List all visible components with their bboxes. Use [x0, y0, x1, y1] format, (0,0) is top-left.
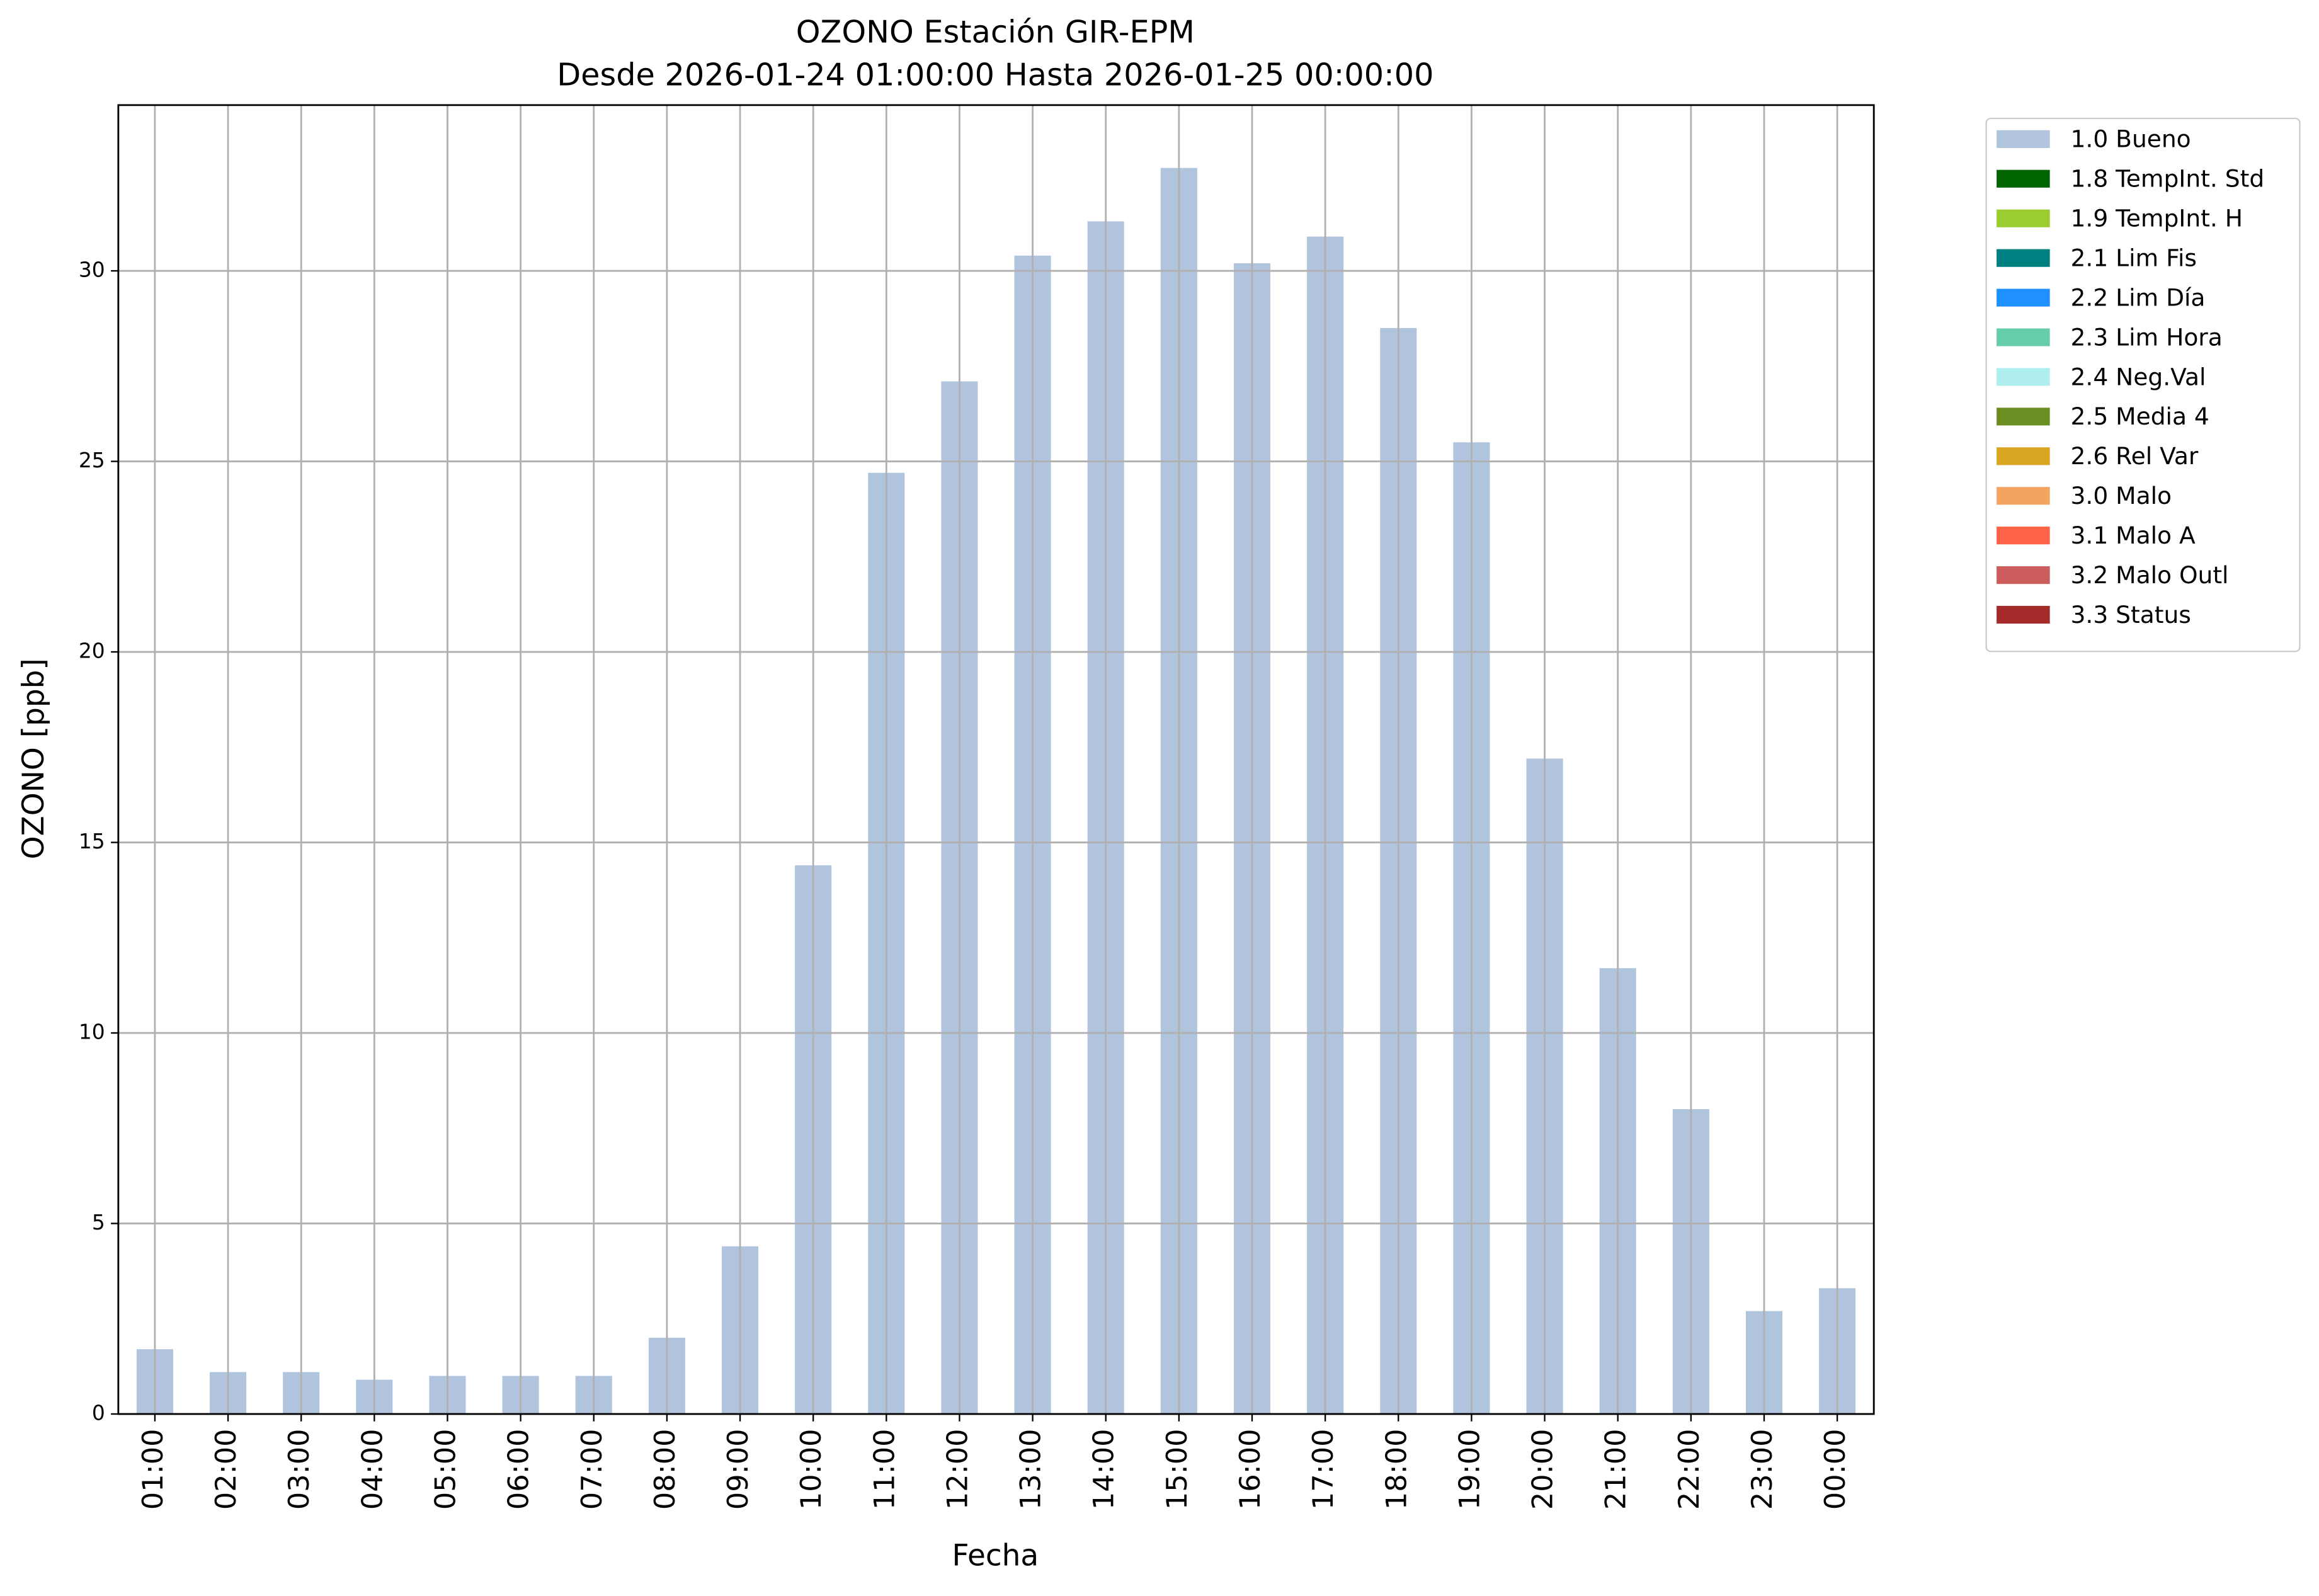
x-tick-label: 14:00	[1088, 1429, 1120, 1510]
legend-label: 1.9 TempInt. H	[2071, 205, 2243, 232]
legend-label: 2.4 Neg.Val	[2071, 363, 2206, 390]
chart-title: OZONO Estación GIR-EPM	[796, 14, 1195, 50]
legend-swatch	[1997, 249, 2050, 267]
x-tick-label: 10:00	[795, 1429, 828, 1510]
y-tick-label: 25	[79, 448, 105, 472]
y-axis-label: OZONO [ppb]	[16, 658, 51, 859]
legend-label: 3.0 Malo	[2071, 482, 2172, 510]
x-tick-label: 22:00	[1673, 1429, 1706, 1510]
x-tick-label: 07:00	[576, 1429, 608, 1510]
legend-label: 3.2 Malo Outl	[2071, 561, 2229, 589]
y-tick-label: 30	[79, 258, 105, 282]
x-tick-label: 18:00	[1380, 1429, 1413, 1510]
x-tick-label: 00:00	[1819, 1429, 1852, 1510]
x-tick-label: 08:00	[649, 1429, 681, 1510]
x-tick-label: 12:00	[941, 1429, 974, 1510]
legend-swatch	[1997, 566, 2050, 584]
legend-label: 2.2 Lim Día	[2071, 283, 2206, 311]
x-tick-label: 03:00	[283, 1429, 316, 1510]
x-tick-label: 21:00	[1600, 1429, 1632, 1510]
legend-label: 3.1 Malo A	[2071, 522, 2196, 549]
x-tick-label: 23:00	[1746, 1429, 1779, 1510]
legend-label: 2.3 Lim Hora	[2071, 323, 2223, 351]
y-tick-label: 5	[92, 1210, 105, 1234]
legend-swatch	[1997, 368, 2050, 386]
y-tick-label: 20	[79, 639, 105, 663]
y-tick-label: 15	[79, 829, 105, 853]
chart-subtitle: Desde 2026-01-24 01:00:00 Hasta 2026-01-…	[557, 57, 1433, 93]
x-tick-label: 05:00	[429, 1429, 462, 1510]
legend-label: 1.0 Bueno	[2071, 125, 2191, 153]
x-tick-label: 20:00	[1527, 1429, 1559, 1510]
legend-swatch	[1997, 169, 2050, 188]
legend-label: 2.5 Media 4	[2071, 402, 2209, 430]
y-tick-label: 10	[79, 1020, 105, 1044]
legend-swatch	[1997, 605, 2050, 624]
x-tick-label: 09:00	[722, 1429, 755, 1510]
x-tick-label: 04:00	[356, 1429, 389, 1510]
legend-swatch	[1997, 447, 2050, 465]
x-tick-label: 11:00	[868, 1429, 901, 1510]
x-tick-label: 15:00	[1161, 1429, 1194, 1510]
y-tick-label: 0	[92, 1401, 105, 1425]
x-tick-label: 19:00	[1453, 1429, 1486, 1510]
legend-swatch	[1997, 209, 2050, 227]
x-tick-label: 01:00	[137, 1429, 169, 1510]
legend-swatch	[1997, 288, 2050, 307]
x-axis-label: Fecha	[952, 1538, 1039, 1573]
plot-frame	[117, 104, 1875, 1415]
legend-label: 3.3 Status	[2071, 601, 2191, 629]
x-tick-label: 17:00	[1307, 1429, 1340, 1510]
legend-swatch	[1997, 487, 2050, 505]
legend-box	[1985, 117, 2301, 653]
legend-swatch	[1997, 328, 2050, 346]
x-tick-label: 06:00	[503, 1429, 535, 1510]
legend-swatch	[1997, 408, 2050, 426]
legend-swatch	[1997, 527, 2050, 545]
x-tick-label: 16:00	[1234, 1429, 1267, 1510]
x-tick-label: 02:00	[210, 1429, 242, 1510]
legend-label: 2.6 Rel Var	[2071, 442, 2199, 470]
legend-label: 2.1 Lim Fis	[2071, 244, 2197, 272]
legend-swatch	[1997, 130, 2050, 148]
x-tick-label: 13:00	[1015, 1429, 1047, 1510]
legend-label: 1.8 TempInt. Std	[2071, 165, 2265, 193]
